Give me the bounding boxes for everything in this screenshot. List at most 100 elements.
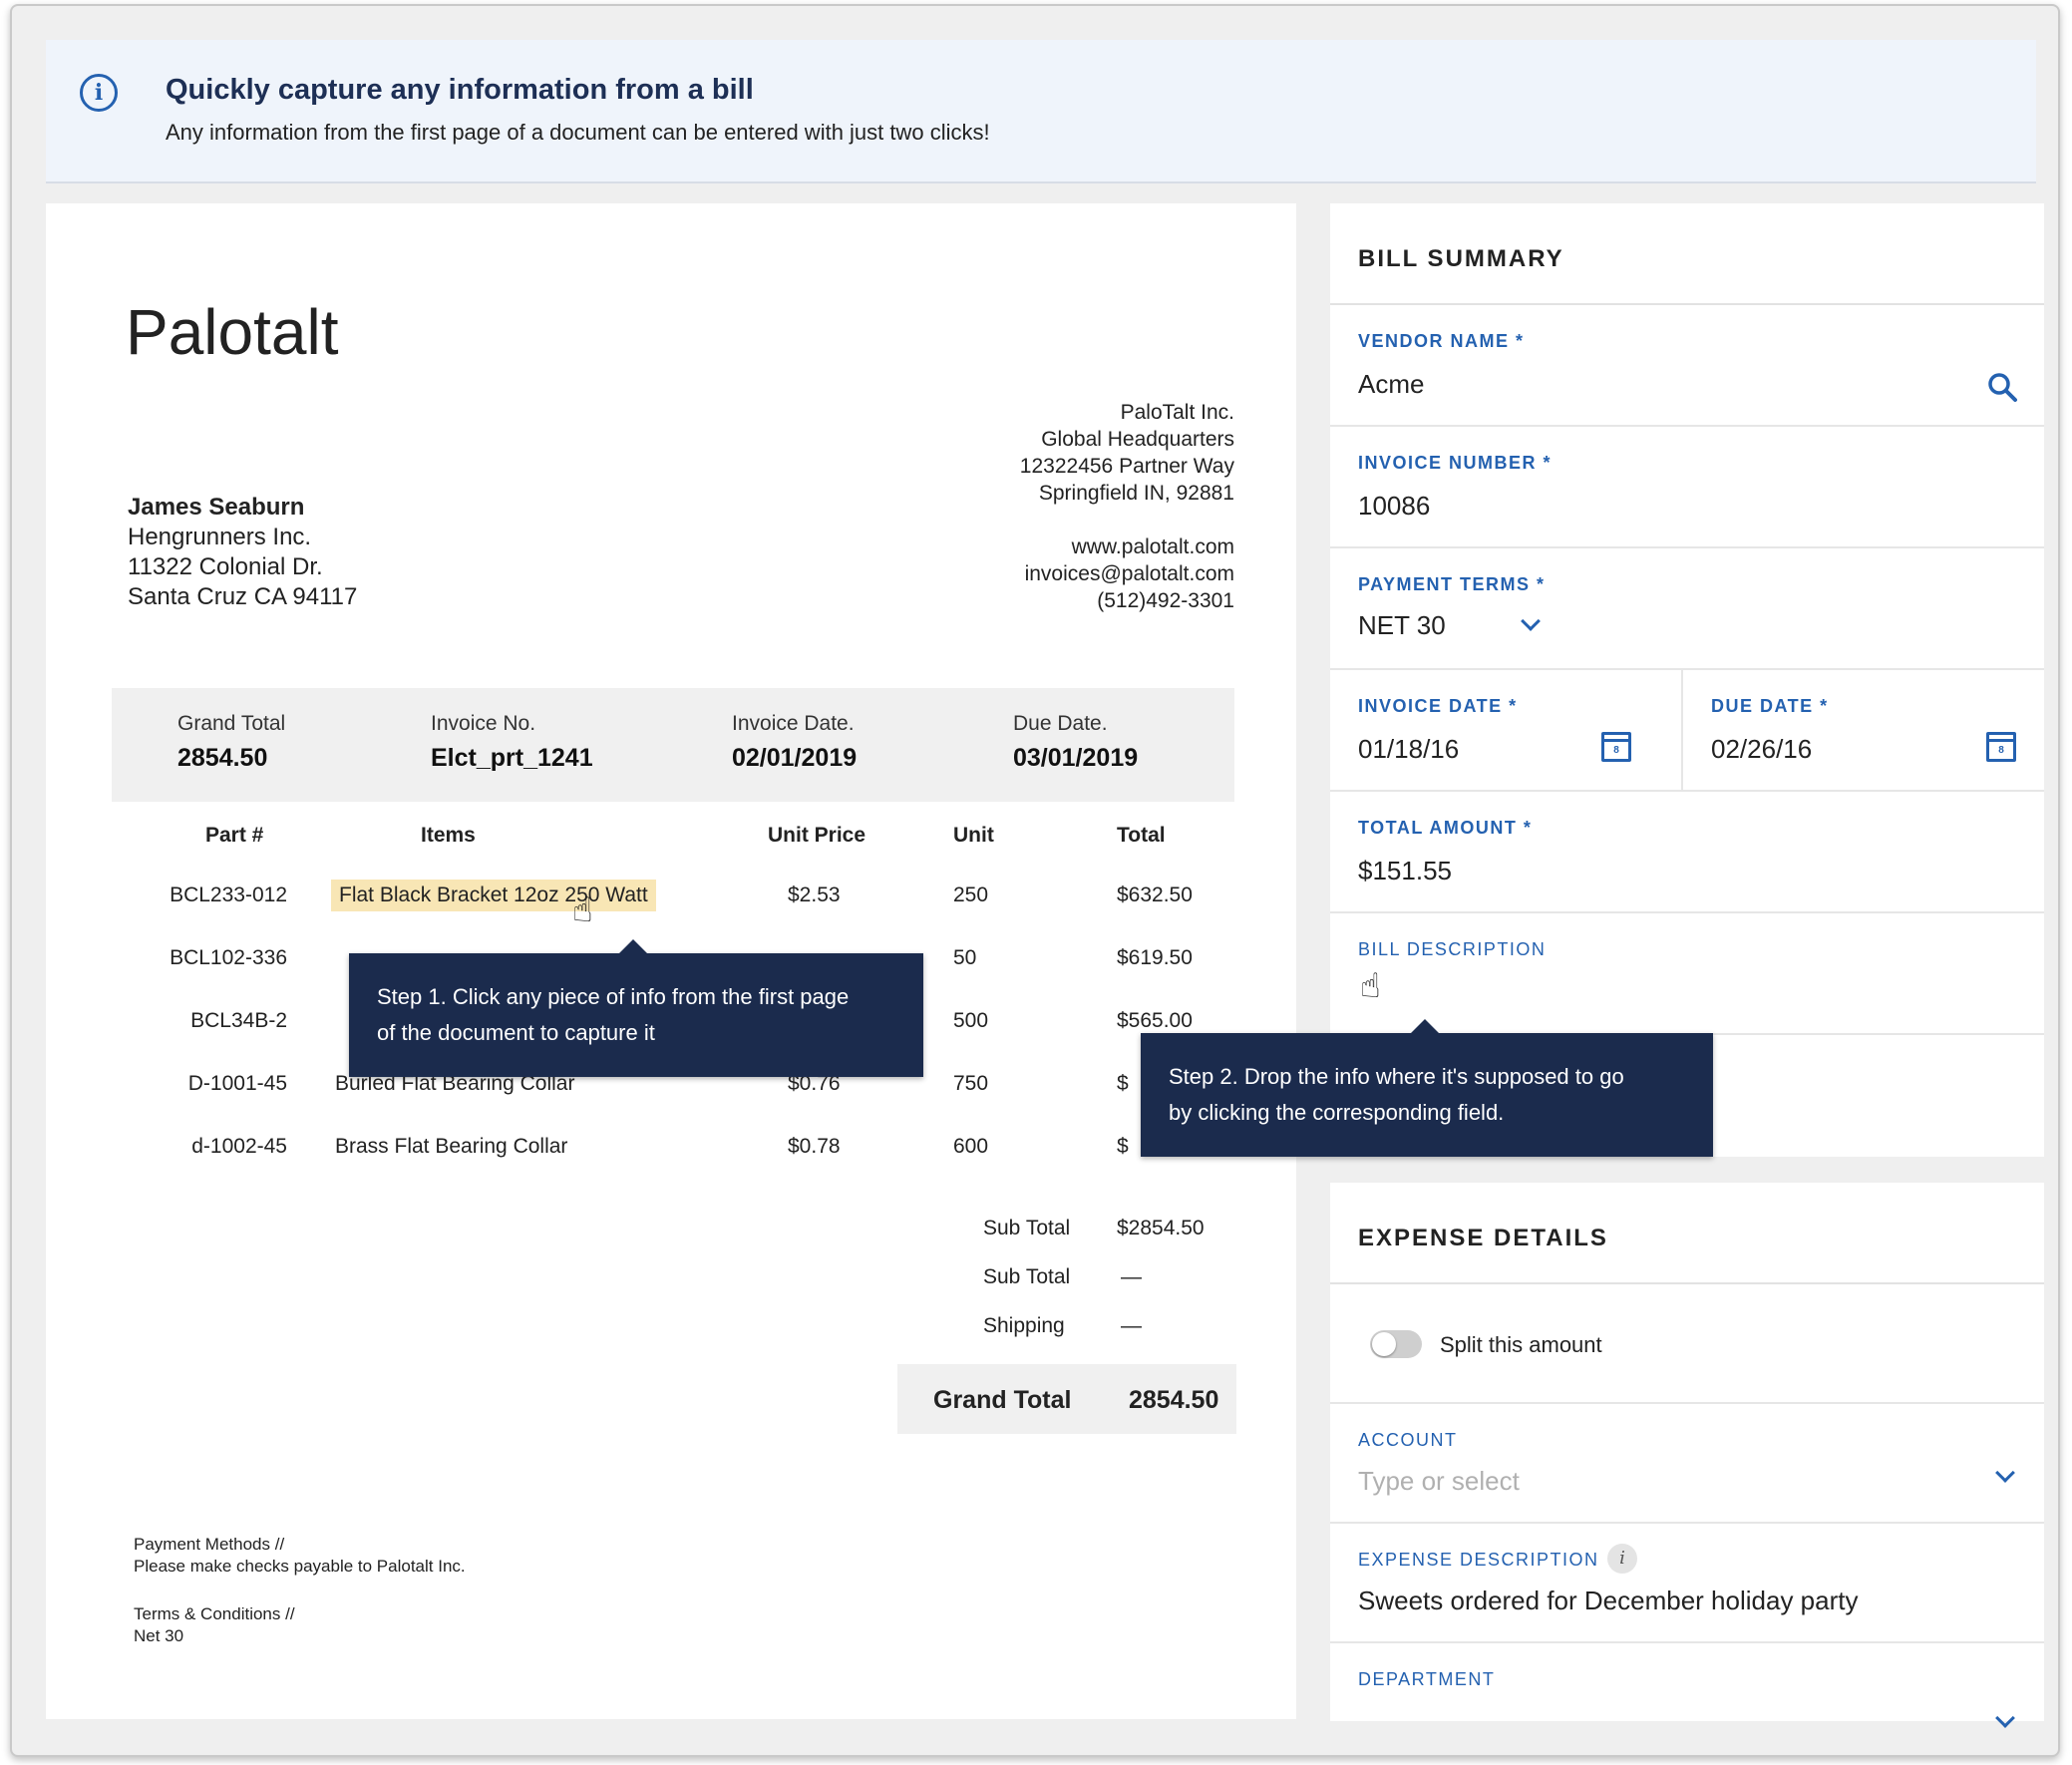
search-icon[interactable] [1986,371,2018,403]
item-name[interactable]: Burled Flat Bearing Collar [335,1072,575,1095]
part-number[interactable]: BCL34B-2 [190,1009,287,1032]
company-email[interactable]: invoices@palotalt.com [1024,562,1234,585]
expense-description-input[interactable]: Sweets ordered for December holiday part… [1358,1586,1859,1615]
address-line[interactable]: 11322 Colonial Dr. [128,553,323,580]
grand-total-value[interactable]: 2854.50 [1129,1386,1219,1414]
invoice-no-value[interactable]: Elct_prt_1241 [431,744,593,772]
chevron-down-icon[interactable] [1995,1708,2015,1728]
vendor-name-field[interactable]: VENDOR NAME * Acme [1330,305,2044,427]
subtotal-value[interactable]: $2854.50 [1117,1217,1205,1239]
total-amount-input[interactable]: $151.55 [1358,856,1452,885]
chevron-down-icon[interactable] [1521,611,1541,631]
address-line[interactable]: 12322456 Partner Way [1019,455,1234,478]
due-date-value[interactable]: 03/01/2019 [1013,744,1139,772]
company-website[interactable]: www.palotalt.com [1071,535,1234,558]
invoice-no-label: Invoice No. [431,712,536,735]
unit-count[interactable]: 250 [953,883,989,906]
split-amount-row: Split this amount [1330,1284,2044,1404]
item-name[interactable]: Brass Flat Bearing Collar [335,1135,568,1158]
shipping-value[interactable]: — [1121,1314,1142,1337]
payment-methods-title[interactable]: Payment Methods // [134,1535,285,1554]
bill-description-field[interactable]: BILL DESCRIPTION [1330,913,2044,1035]
table-row: BCL102-336 50 $619.50 [46,938,1296,978]
terms-conditions: Terms & Conditions // Net 30 [134,1603,295,1647]
item-name-highlighted[interactable]: Flat Black Bracket 12oz 250 Watt [331,880,656,911]
total-amount-label: TOTAL AMOUNT * [1358,818,1533,838]
tooltip-arrow [1410,1019,1440,1034]
expense-details-header: EXPENSE DETAILS [1330,1183,2044,1284]
row-total[interactable]: $632.50 [1117,883,1193,906]
expense-description-field[interactable]: EXPENSE DESCRIPTION i Sweets ordered for… [1330,1524,2044,1643]
bill-to-name[interactable]: James Seaburn [128,494,305,521]
payment-methods: Payment Methods // Please make checks pa… [134,1534,466,1578]
due-date-input[interactable]: 02/26/16 [1711,734,1813,764]
grand-total-value[interactable]: 2854.50 [177,744,268,772]
step1-text-line: Step 1. Click any piece of info from the… [377,984,850,1009]
grand-total-label: Grand Total [177,712,286,735]
unit-count[interactable]: 50 [953,946,977,969]
unit-count[interactable]: 500 [953,1009,989,1032]
department-field[interactable]: DEPARTMENT [1330,1643,2044,1755]
invoice-date-input[interactable]: 01/18/16 [1358,734,1460,764]
part-number[interactable]: BCL233-012 [170,883,287,906]
chevron-down-icon[interactable] [1995,1463,2015,1483]
unit-price[interactable]: $0.76 [788,1072,841,1095]
toggle-knob [1372,1332,1396,1356]
calendar-icon[interactable]: 8 [1601,732,1631,762]
address-line[interactable]: Hengrunners Inc. [128,524,312,550]
vendor-logo[interactable]: Palotalt [126,296,339,368]
row-total[interactable]: $ [1117,1135,1129,1158]
payment-terms-field[interactable]: PAYMENT TERMS * NET 30 [1330,548,2044,670]
split-amount-toggle[interactable] [1370,1330,1422,1358]
unit-price[interactable]: $2.53 [788,883,841,906]
row-total[interactable]: $ [1117,1072,1129,1095]
due-date-label: DUE DATE * [1711,696,1829,716]
address-line[interactable]: Global Headquarters [1041,428,1234,451]
terms-title[interactable]: Terms & Conditions // [134,1604,295,1623]
payment-methods-text[interactable]: Please make checks payable to Palotalt I… [134,1557,466,1576]
unit-count[interactable]: 600 [953,1135,989,1158]
invoice-date-field[interactable]: INVOICE DATE * 01/18/16 8 [1330,670,1683,792]
expense-description-label: EXPENSE DESCRIPTION [1358,1550,1599,1570]
subtotal-label: Sub Total [983,1265,1071,1288]
column-header-items: Items [421,824,476,847]
calendar-icon[interactable]: 8 [1986,732,2016,762]
subtotal-value[interactable]: — [1121,1265,1142,1288]
due-date-label: Due Date. [1013,712,1108,735]
column-header-total: Total [1117,824,1166,847]
address-line[interactable]: PaloTalt Inc. [1120,401,1234,424]
info-icon[interactable]: i [1607,1544,1637,1574]
address-line[interactable]: Santa Cruz CA 94117 [128,583,358,610]
account-field[interactable]: ACCOUNT Type or select [1330,1404,2044,1524]
grand-total-label: Grand Total [933,1386,1072,1414]
hand-cursor-icon: ☝ [572,891,593,929]
invoice-document: Palotalt PaloTalt Inc. Global Headquarte… [46,203,1296,1719]
payment-terms-select[interactable]: NET 30 [1358,610,1446,640]
split-amount-label: Split this amount [1440,1332,1602,1357]
step2-text-line: by clicking the corresponding field. [1169,1100,1505,1125]
vendor-name-input[interactable]: Acme [1358,369,1425,399]
column-header-unit-price: Unit Price [768,824,866,847]
unit-count[interactable]: 750 [953,1072,989,1095]
part-number[interactable]: BCL102-336 [170,946,287,969]
bill-to-address: James Seaburn Hengrunners Inc. 11322 Col… [128,493,357,612]
row-total[interactable]: $565.00 [1117,1009,1193,1032]
app-window: i Quickly capture any information from a… [10,4,2060,1757]
step1-tooltip: Step 1. Click any piece of info from the… [349,939,923,1077]
account-select[interactable]: Type or select [1358,1466,1520,1496]
row-total[interactable]: $619.50 [1117,946,1193,969]
part-number[interactable]: D-1001-45 [187,1072,287,1095]
due-date-field[interactable]: DUE DATE * 02/26/16 8 [1683,670,2044,792]
info-banner: i Quickly capture any information from a… [46,40,2036,183]
invoice-number-input[interactable]: 10086 [1358,491,1431,521]
unit-price[interactable]: $0.78 [788,1135,841,1158]
invoice-date-value[interactable]: 02/01/2019 [732,744,858,772]
banner-title: Quickly capture any information from a b… [166,74,754,106]
address-line[interactable]: Springfield IN, 92881 [1038,482,1234,505]
invoice-number-field[interactable]: INVOICE NUMBER * 10086 [1330,427,2044,548]
total-amount-field[interactable]: TOTAL AMOUNT * $151.55 [1330,792,2044,913]
terms-text[interactable]: Net 30 [134,1626,184,1645]
payment-terms-label: PAYMENT TERMS * [1358,574,1546,594]
company-phone[interactable]: (512)492-3301 [1097,589,1234,612]
part-number[interactable]: d-1002-45 [191,1135,287,1158]
